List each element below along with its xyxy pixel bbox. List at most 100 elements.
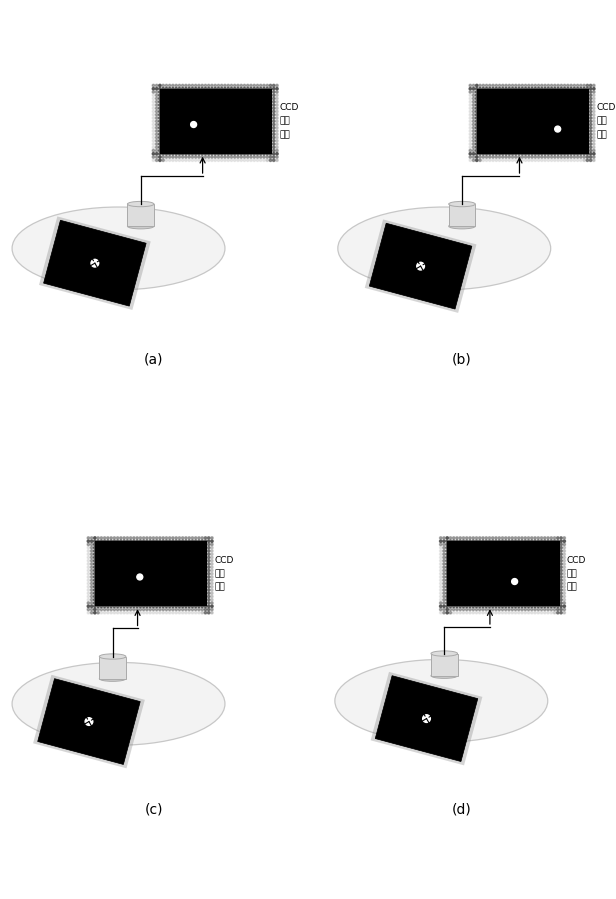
Circle shape (593, 85, 595, 86)
Circle shape (530, 611, 533, 614)
Circle shape (459, 611, 461, 614)
Circle shape (159, 107, 161, 110)
Circle shape (211, 589, 213, 592)
Circle shape (113, 537, 116, 539)
Circle shape (155, 111, 158, 112)
Circle shape (208, 601, 210, 604)
Circle shape (159, 137, 161, 138)
Circle shape (142, 540, 145, 542)
Circle shape (276, 147, 278, 148)
Circle shape (469, 111, 471, 112)
Circle shape (498, 156, 501, 158)
Circle shape (211, 540, 213, 542)
Circle shape (443, 601, 445, 604)
Circle shape (208, 569, 210, 572)
Circle shape (205, 159, 206, 162)
Circle shape (446, 585, 448, 588)
Circle shape (159, 143, 161, 146)
Circle shape (492, 153, 494, 155)
Circle shape (590, 159, 592, 162)
Circle shape (508, 85, 511, 86)
Circle shape (476, 609, 477, 610)
Circle shape (276, 137, 278, 138)
Circle shape (488, 159, 491, 162)
Circle shape (511, 87, 514, 90)
Circle shape (159, 97, 161, 100)
Circle shape (243, 159, 246, 162)
Circle shape (211, 153, 213, 155)
Circle shape (492, 605, 494, 608)
Circle shape (87, 573, 89, 574)
Circle shape (237, 85, 239, 86)
Circle shape (205, 540, 206, 542)
Ellipse shape (12, 663, 225, 745)
Circle shape (469, 120, 471, 122)
Circle shape (511, 153, 514, 155)
Circle shape (472, 149, 475, 152)
Circle shape (488, 611, 491, 614)
Circle shape (543, 611, 546, 614)
Circle shape (560, 583, 562, 584)
Circle shape (593, 101, 595, 102)
Circle shape (551, 85, 553, 86)
Circle shape (508, 605, 510, 608)
Circle shape (142, 605, 145, 608)
Circle shape (201, 605, 203, 608)
Circle shape (159, 111, 161, 112)
Circle shape (191, 153, 193, 155)
Circle shape (495, 153, 498, 155)
Circle shape (169, 609, 171, 610)
Ellipse shape (128, 201, 154, 207)
Circle shape (91, 609, 93, 610)
Circle shape (593, 91, 595, 93)
Circle shape (446, 605, 448, 608)
Circle shape (449, 611, 452, 614)
Circle shape (91, 566, 93, 568)
Circle shape (530, 609, 533, 610)
Circle shape (208, 585, 210, 588)
Circle shape (208, 566, 210, 568)
Circle shape (94, 566, 96, 568)
Circle shape (152, 149, 155, 152)
Circle shape (593, 127, 595, 129)
Circle shape (136, 605, 139, 608)
Circle shape (563, 585, 565, 588)
Circle shape (195, 156, 197, 158)
Circle shape (233, 87, 236, 90)
Circle shape (485, 540, 487, 542)
Circle shape (472, 537, 474, 539)
Circle shape (159, 87, 161, 90)
Circle shape (590, 127, 592, 129)
Circle shape (159, 159, 161, 162)
Circle shape (560, 592, 562, 594)
Circle shape (508, 156, 511, 158)
Circle shape (593, 113, 595, 116)
Circle shape (208, 156, 210, 158)
Circle shape (443, 573, 445, 574)
Circle shape (162, 159, 164, 162)
Circle shape (524, 156, 527, 158)
Circle shape (563, 543, 565, 546)
Circle shape (570, 153, 572, 155)
Circle shape (269, 87, 272, 90)
Circle shape (476, 111, 478, 112)
Circle shape (230, 159, 233, 162)
Circle shape (537, 611, 540, 614)
Circle shape (201, 537, 203, 539)
Circle shape (162, 611, 164, 614)
Circle shape (165, 153, 168, 155)
Circle shape (567, 153, 569, 155)
Circle shape (469, 143, 471, 146)
Circle shape (208, 87, 210, 90)
Circle shape (155, 159, 158, 162)
Circle shape (201, 609, 203, 610)
Circle shape (188, 87, 190, 90)
Circle shape (146, 605, 148, 608)
Polygon shape (44, 220, 146, 306)
Circle shape (87, 550, 89, 552)
Circle shape (521, 605, 523, 608)
Circle shape (87, 553, 89, 556)
Circle shape (243, 156, 246, 158)
Circle shape (476, 149, 478, 152)
Circle shape (159, 113, 161, 116)
